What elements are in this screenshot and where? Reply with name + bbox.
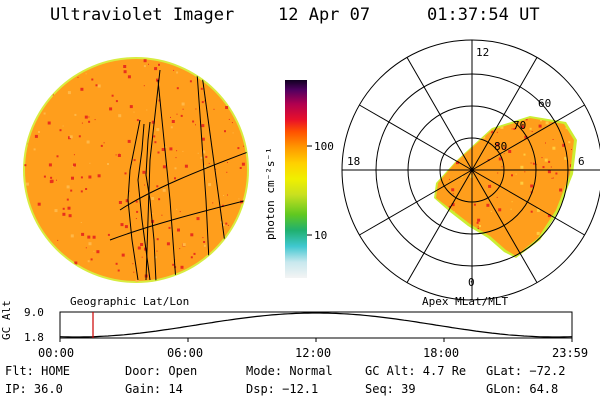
auroral-oval [434, 116, 577, 258]
polar-grid [341, 39, 600, 301]
timeline-xtick-0600: 06:00 [167, 346, 204, 360]
timeline-ytick-top: 9.0 [24, 306, 44, 319]
mlat-label-80: 80 [494, 140, 508, 153]
mlt-label-12: 12 [476, 46, 490, 59]
color-scale-bar [285, 80, 312, 278]
mlt-label-18: 18 [347, 155, 361, 168]
left-panel-caption: Geographic Lat/Lon [70, 295, 190, 308]
mlat-label-70: 70 [513, 119, 527, 132]
colorbar-tick-10: 10 [314, 229, 328, 242]
timeline-xtick-2359: 23:59 [552, 346, 589, 360]
lat-lon-grid [109, 58, 248, 282]
door-status: Door: Open [125, 364, 198, 378]
altitude-timeline [59, 311, 573, 342]
date-label: 12 Apr 07 [278, 5, 371, 25]
timeline-ylabel: GC Alt [0, 300, 13, 340]
timeline-xtick-1200: 12:00 [295, 346, 332, 360]
timeline-ytick-bottom: 1.8 [24, 331, 44, 344]
mlat-label-60: 60 [538, 97, 552, 110]
mlt-label-0: 0 [468, 276, 475, 289]
time-label: 01:37:54 UT [427, 5, 540, 25]
altitude-curve [59, 312, 573, 338]
glat-status: GLat: −72.2 [486, 364, 566, 378]
timeline-xtick-1800: 18:00 [423, 346, 460, 360]
glon-status: GLon: 64.8 [486, 382, 559, 396]
ip-status: IP: 36.0 [5, 382, 63, 396]
dsp-status: Dsp: −12.1 [246, 382, 319, 396]
instrument-title: Ultraviolet Imager [50, 5, 235, 25]
colorbar-unit-label: photon cm⁻²s⁻¹ [264, 147, 277, 240]
gain-status: Gain: 14 [125, 382, 183, 396]
timeline-xtick-0000: 00:00 [38, 346, 75, 360]
colorbar-tick-100: 100 [314, 140, 334, 153]
mlt-label-6: 6 [578, 155, 585, 168]
filter-status: Flt: HOME [5, 364, 71, 378]
polar-plot [341, 39, 600, 301]
gc-alt-status: GC Alt: 4.7 Re [365, 364, 467, 378]
geographic-image [23, 57, 249, 283]
right-panel-caption: Apex MLat/MLT [422, 295, 509, 308]
mode-status: Mode: Normal [246, 364, 333, 378]
seq-status: Seq: 39 [365, 382, 416, 396]
